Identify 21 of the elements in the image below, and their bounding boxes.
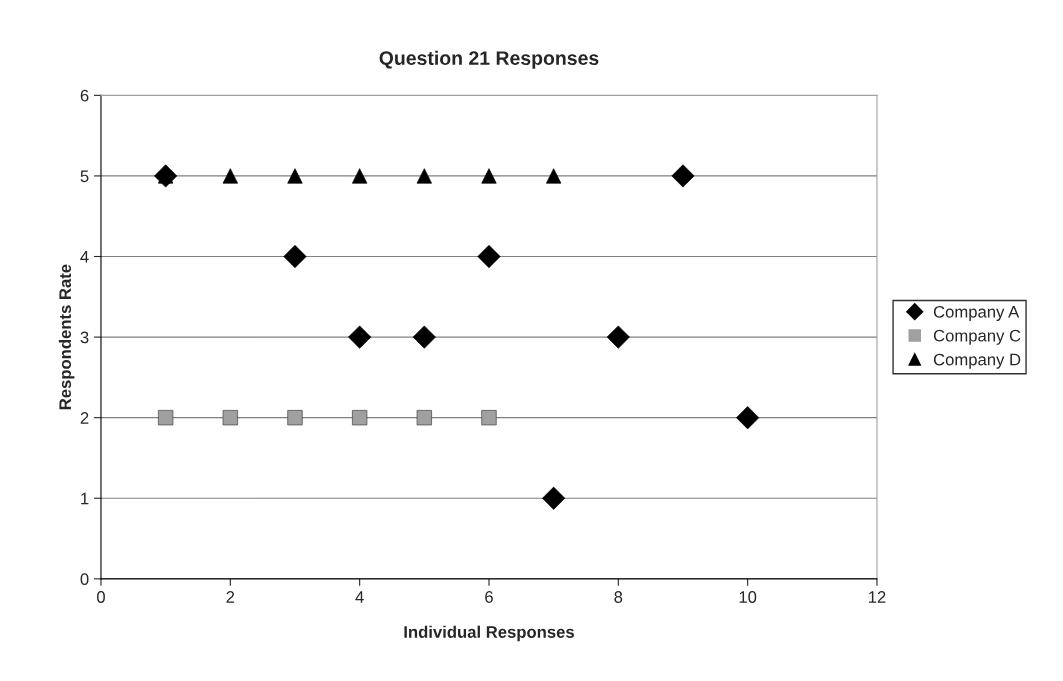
x-tick-label: 12 xyxy=(868,591,886,603)
x-axis-title: Individual Responses xyxy=(404,625,574,642)
x-tick-label: 10 xyxy=(739,591,757,603)
y-tick-label: 2 xyxy=(80,412,89,424)
legend-label: Company A xyxy=(933,305,1020,321)
x-tick-label: 8 xyxy=(614,591,623,603)
y-tick-label: 5 xyxy=(80,170,89,183)
x-tick-label: 0 xyxy=(97,591,105,603)
legend-label: Company C xyxy=(933,329,1021,345)
y-tick-label: 1 xyxy=(81,492,89,505)
y-tick-label: 0 xyxy=(80,573,89,586)
y-tick-label: 6 xyxy=(80,89,89,102)
x-tick-label: 4 xyxy=(355,591,364,603)
y-axis-title: Respondents Rate xyxy=(58,264,75,410)
x-tick-label: 2 xyxy=(226,591,235,603)
y-tick-label: 3 xyxy=(80,331,89,344)
point xyxy=(671,164,695,188)
chart-title: Question 21 Responses xyxy=(379,50,599,69)
legend-label: Company D xyxy=(933,353,1021,369)
y-tick-label: 4 xyxy=(80,251,89,263)
x-tick-label: 6 xyxy=(485,591,493,603)
